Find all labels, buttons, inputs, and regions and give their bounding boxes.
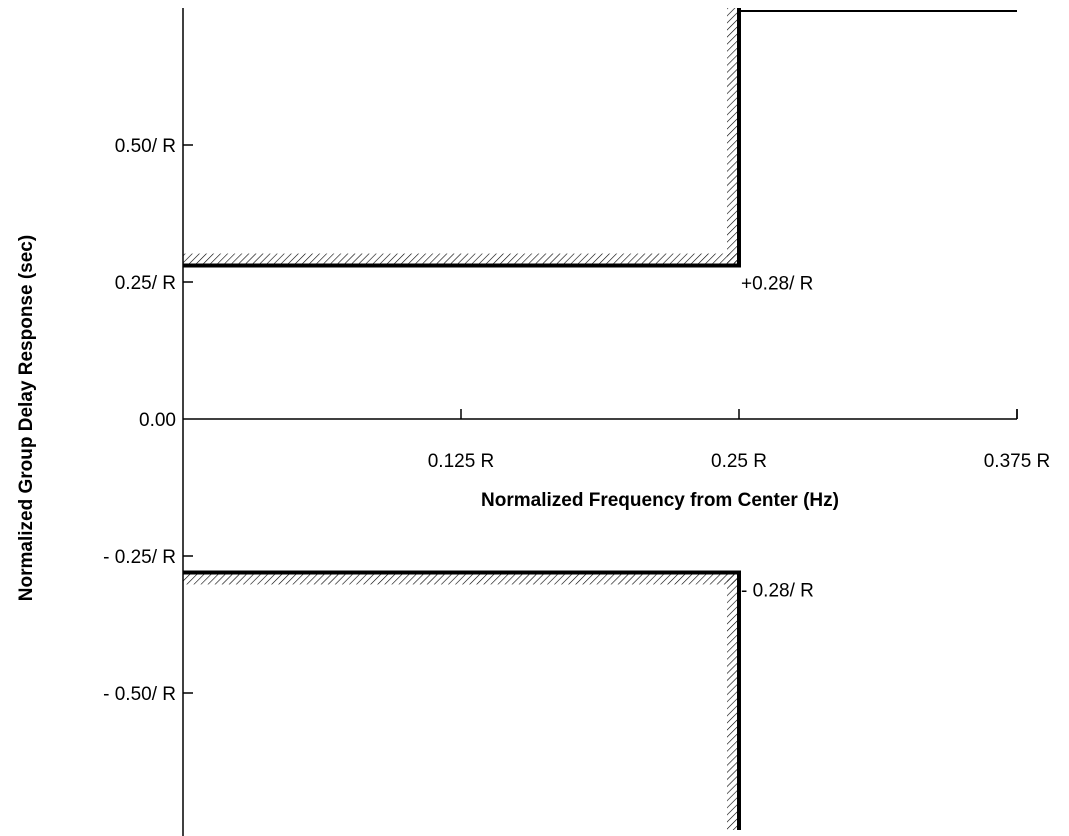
hatch-band <box>183 572 739 585</box>
x-axis-title: Normalized Frequency from Center (Hz) <box>481 490 839 511</box>
y-tick-label: 0.50/ R <box>115 136 176 157</box>
axis-ticks: 0.125 R 0.25 R 0.375 R 0.50/ R 0.25/ R 0.00 - … <box>103 136 1050 705</box>
lower-mask-boundary <box>183 570 741 830</box>
upper-mask-boundary <box>183 8 741 268</box>
y-tick-label: 0.00 <box>139 410 176 431</box>
axes <box>182 8 1017 836</box>
y-axis-title: Normalized Group Delay Response (sec) <box>16 235 37 601</box>
x-tick-label: 0.375 R <box>984 451 1051 472</box>
boundary-value-label: - 0.28/ R <box>741 580 814 601</box>
hatch-band <box>183 253 739 266</box>
mask-boundaries <box>183 8 1017 830</box>
boundary-value-label: +0.28/ R <box>741 274 813 295</box>
mask-hatching <box>183 8 739 830</box>
y-tick-label: - 0.25/ R <box>103 547 176 568</box>
y-tick-label: - 0.50/ R <box>103 684 176 705</box>
hatch-band <box>727 8 739 266</box>
x-tick-label: 0.25 R <box>711 451 767 472</box>
hatch-band <box>727 572 739 830</box>
x-tick-label: 0.125 R <box>428 451 495 472</box>
boundary-annotations: +0.28/ R - 0.28/ R <box>741 274 814 602</box>
y-tick-label: 0.25/ R <box>115 273 176 294</box>
